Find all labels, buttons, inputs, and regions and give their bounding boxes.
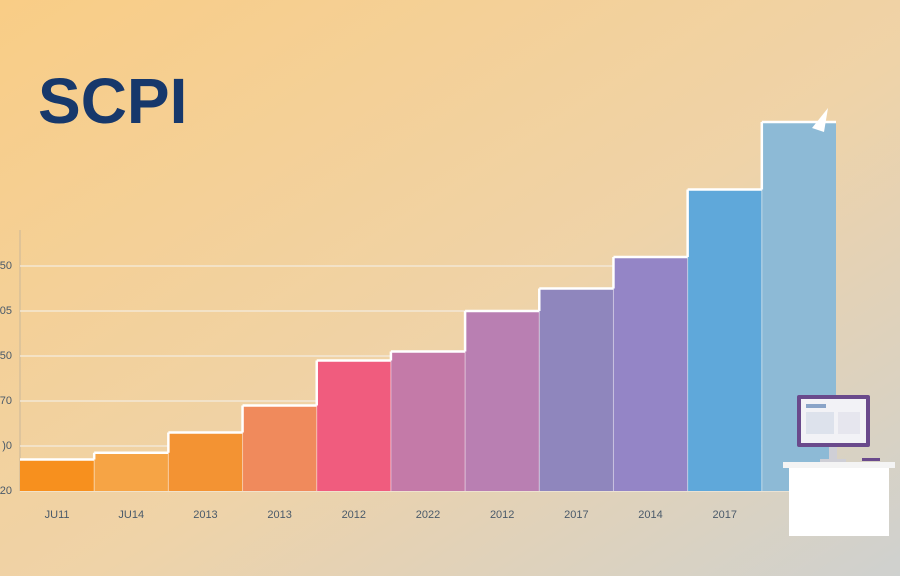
step-segment xyxy=(242,405,317,491)
x-tick-label: JU14 xyxy=(118,509,144,521)
y-tick-label: 50 xyxy=(0,260,12,272)
step-segment xyxy=(390,351,466,491)
y-tick-label: 05 xyxy=(0,305,12,317)
step-segment xyxy=(613,257,688,491)
x-tick-label: 2012 xyxy=(490,509,514,521)
desk-illustration xyxy=(783,395,895,536)
y-tick-label: 70 xyxy=(0,395,12,407)
step-segment xyxy=(316,360,391,491)
x-tick-label: JU11 xyxy=(45,509,70,521)
x-tick-label: 2013 xyxy=(193,509,217,521)
trend-arrow xyxy=(812,108,828,132)
step-segment xyxy=(539,288,614,491)
x-tick-label: 2022 xyxy=(416,509,440,521)
step-segment xyxy=(168,432,243,491)
x-tick-label: 2017 xyxy=(712,509,736,521)
step-segment xyxy=(687,189,762,491)
y-tick-label: )0 xyxy=(2,440,12,452)
step-segment xyxy=(20,459,95,491)
x-tick-label: 2014 xyxy=(638,509,662,521)
y-tick-label: 20 xyxy=(0,485,12,497)
chart-title: SCPI xyxy=(38,65,187,137)
x-tick-label: 2013 xyxy=(267,509,291,521)
y-tick-label: 50 xyxy=(0,350,12,362)
step-segment xyxy=(94,452,169,491)
x-tick-label: 2012 xyxy=(342,509,366,521)
x-tick-label: 2017 xyxy=(564,509,588,521)
step-segment xyxy=(465,311,540,491)
